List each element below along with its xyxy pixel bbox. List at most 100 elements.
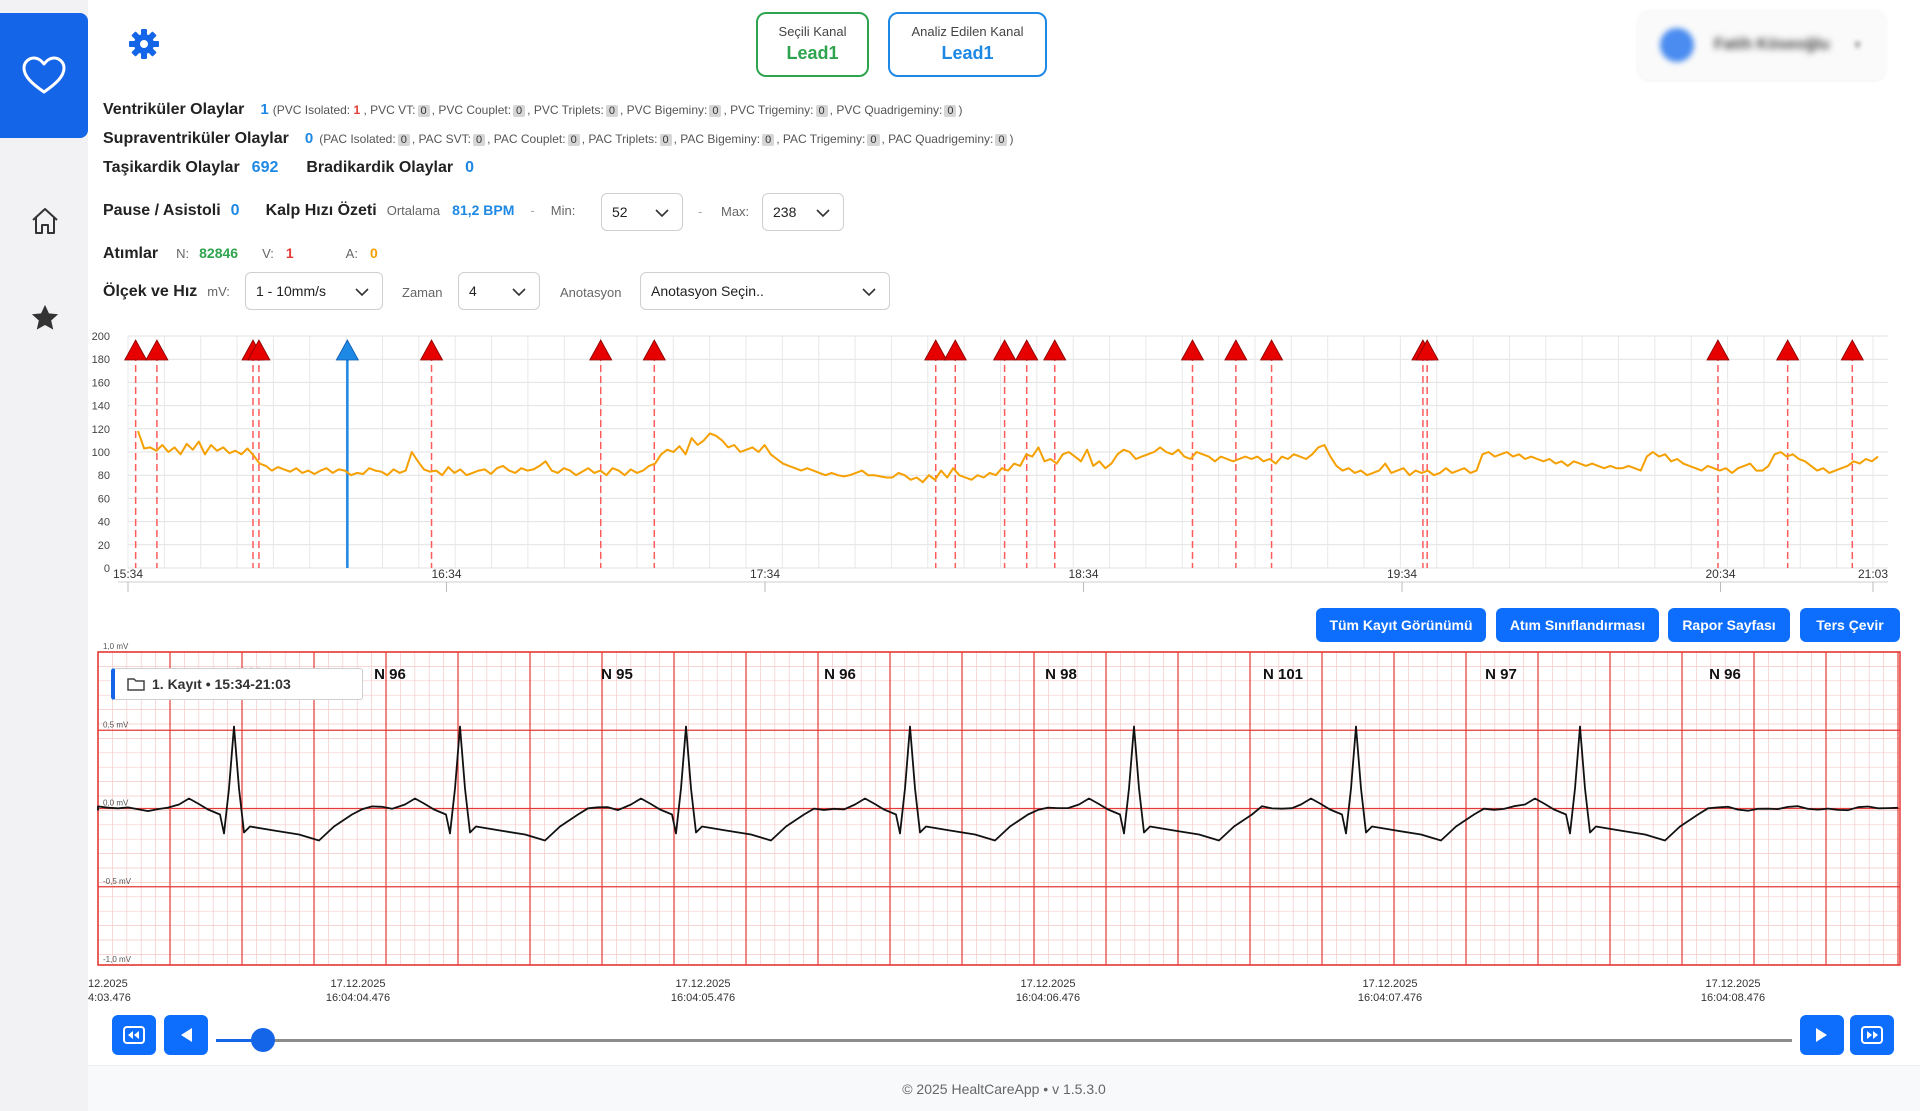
- ecg-beat-label: N 97: [1485, 666, 1517, 683]
- ecg-y-tick: -0,5 mV: [103, 877, 132, 886]
- ecg-waveform: [97, 725, 1899, 842]
- brand-logo[interactable]: [0, 13, 88, 138]
- trend-y-tick: 60: [98, 493, 110, 505]
- event-marker-triangle: [123, 339, 148, 361]
- chevron-down-icon: [655, 209, 669, 218]
- trend-y-tick: 100: [92, 447, 110, 459]
- hr-max-value: 238: [773, 204, 797, 220]
- event-marker-triangle: [992, 339, 1017, 361]
- jump-end-button[interactable]: [1850, 1015, 1894, 1055]
- time-select[interactable]: 4: [458, 272, 540, 310]
- event-marker-triangle: [589, 339, 613, 361]
- ecg-beat-label: N 96: [1709, 666, 1741, 683]
- event-marker-triangle: [1706, 339, 1730, 361]
- timeline-slider-thumb[interactable]: [251, 1028, 276, 1052]
- trend-y-tick: 80: [98, 470, 110, 482]
- analyzed-channel-value: Lead1: [941, 43, 994, 63]
- nav-home[interactable]: [30, 206, 60, 236]
- selected-marker-triangle: [335, 339, 360, 361]
- supraventricular-events-row: Supraventriküler Olaylar 0 (PAC Isolated…: [103, 130, 1013, 148]
- ventricular-events-label: Ventriküler Olaylar: [103, 101, 245, 118]
- tachy-brady-row: Taşikardik Olaylar 692 Bradikardik Olayl…: [103, 159, 474, 177]
- ventricular-events-row: Ventriküler Olaylar 1 (PVC Isolated: 1 ,…: [103, 101, 962, 119]
- settings-button[interactable]: [128, 28, 160, 60]
- mv-speed-select[interactable]: 1 - 10mm/s: [245, 272, 383, 310]
- event-marker-triangle: [943, 339, 967, 361]
- selected-channel-box[interactable]: Seçili Kanal Lead1: [756, 12, 869, 77]
- event-marker-triangle: [642, 339, 666, 361]
- chevron-down-icon: [512, 288, 526, 297]
- event-marker-triangle: [419, 339, 444, 361]
- trend-y-tick: 140: [92, 401, 110, 413]
- hr-average-value: 81,2 BPM: [452, 202, 515, 218]
- supraventricular-events-label: Supraventriküler Olaylar: [103, 130, 289, 147]
- annotation-select[interactable]: Anotasyon Seçin..: [640, 272, 890, 310]
- user-menu[interactable]: Fatih Köseoğlu ▼: [1638, 10, 1886, 80]
- beats-v-value: 1: [285, 245, 294, 261]
- trend-y-tick: 180: [92, 354, 110, 366]
- beats-label: Atımlar: [103, 245, 159, 262]
- hr-min-label: Min:: [550, 203, 576, 218]
- timeline-slider-track[interactable]: [216, 1039, 1792, 1042]
- trend-x-tick: 19:34: [1387, 567, 1417, 581]
- ecg-time-clock: 16:04:04.476: [326, 992, 390, 1004]
- pause-hr-row: Pause / Asistoli 0 Kalp Hızı Özeti Ortal…: [103, 202, 575, 220]
- nav-favorites[interactable]: [30, 303, 60, 333]
- ecg-strip-chart[interactable]: 1,0 mV 0,5 mV 0,0 mV -0,5 mV -1,0 mV N 96 N 96…: [88, 640, 1920, 1010]
- event-marker-triangle: [1043, 339, 1067, 361]
- timeline-slider-fill: [216, 1039, 264, 1042]
- event-marker-triangle: [924, 339, 948, 361]
- ventricular-events-count: 1: [260, 101, 269, 118]
- event-marker-triangle: [1775, 339, 1800, 361]
- ecg-time-date: 12.2025: [88, 978, 128, 990]
- heart-rate-line: [137, 430, 1879, 484]
- bradycardia-count: 0: [465, 159, 475, 176]
- user-name: Fatih Köseoğlu: [1714, 36, 1830, 53]
- pvc-isolated-value: 1: [353, 103, 361, 117]
- previous-button[interactable]: [164, 1015, 208, 1055]
- scale-row: Ölçek ve Hız mV:: [103, 283, 230, 301]
- ecg-time-date: 17.12.2025: [1362, 978, 1417, 990]
- beat-classification-button[interactable]: Atım Sınıflandırması: [1496, 608, 1659, 642]
- analyzed-channel-box[interactable]: Analiz Edilen Kanal Lead1: [888, 12, 1047, 77]
- avatar: [1660, 28, 1694, 62]
- time-value: 4: [469, 283, 477, 299]
- trend-y-tick: 20: [98, 540, 110, 552]
- play-icon: [1816, 1028, 1827, 1042]
- chevron-down-icon: [862, 288, 876, 297]
- ecg-beat-label: N 96: [374, 666, 406, 683]
- hr-max-select[interactable]: 238: [762, 193, 844, 231]
- beats-n-value: 82846: [199, 245, 239, 261]
- record-info-box[interactable]: 1. Kayıt • 15:34-21:03: [111, 668, 363, 700]
- next-button[interactable]: [1800, 1015, 1844, 1055]
- supraventricular-event-details: (PAC Isolated: 0, PAC SVT: 0, PAC Couplet:…: [319, 132, 1014, 146]
- ecg-beat-label: N 101: [1263, 666, 1303, 683]
- jump-start-button[interactable]: [112, 1015, 156, 1055]
- mv-speed-value: 1 - 10mm/s: [256, 283, 327, 299]
- beats-a-value: 0: [369, 245, 378, 261]
- invert-button[interactable]: Ters Çevir: [1800, 608, 1900, 642]
- scale-label: Ölçek ve Hız: [103, 283, 198, 300]
- time-label: Zaman: [402, 285, 443, 300]
- report-page-button[interactable]: Rapor Sayfası: [1668, 608, 1790, 642]
- record-label: 1. Kayıt • 15:34-21:03: [152, 676, 291, 692]
- sidebar: [0, 0, 88, 1111]
- hr-min-select[interactable]: 52: [601, 193, 683, 231]
- ecg-time-clock: 4:03.476: [88, 992, 131, 1004]
- full-record-view-button[interactable]: Tüm Kayıt Görünümü: [1316, 608, 1486, 642]
- tachycardia-label: Taşikardik Olaylar: [103, 159, 240, 176]
- event-marker-triangle: [1840, 339, 1864, 361]
- ventricular-event-details: (PVC Isolated: 1 , PVC VT: 0, PVC Couplet…: [272, 103, 963, 117]
- ecg-time-date: 17.12.2025: [330, 978, 385, 990]
- hr-max-label: Max:: [721, 204, 750, 219]
- hr-summary-label: Kalp Hızı Özeti: [265, 202, 377, 219]
- ecg-time-date: 17.12.2025: [1705, 978, 1760, 990]
- ecg-beat-label: N 96: [824, 666, 856, 683]
- annotation-value: Anotasyon Seçin..: [651, 283, 764, 299]
- hr-average-label: Ortalama: [386, 203, 441, 218]
- hr-dash-2: -: [698, 204, 703, 219]
- ecg-time-date: 17.12.2025: [1020, 978, 1075, 990]
- event-marker-triangle: [1015, 339, 1039, 361]
- supraventricular-events-count: 0: [304, 130, 314, 147]
